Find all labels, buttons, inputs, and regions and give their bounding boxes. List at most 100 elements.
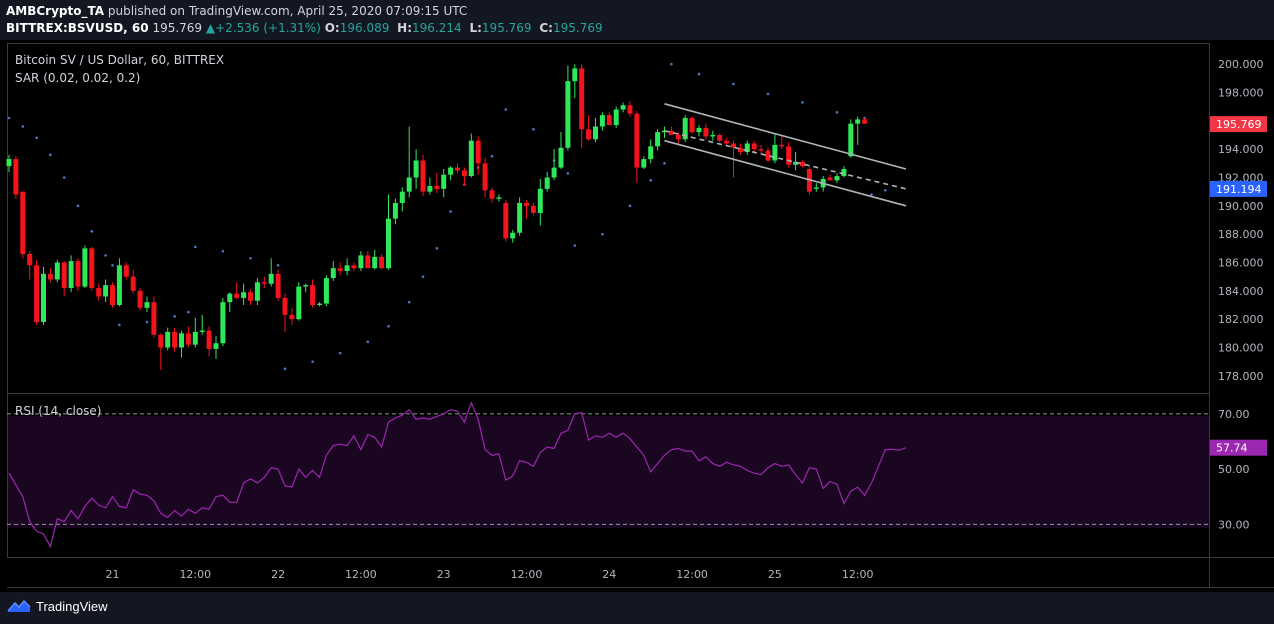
candle-body-80 [558, 147, 564, 168]
candle-body-70 [489, 190, 495, 199]
candle-body-92 [641, 159, 647, 168]
time-tick-3: 12:00 [345, 568, 377, 581]
price-tags: 195.769 191.194 57.74 [1210, 116, 1267, 456]
price-tick-180: 180.000 [1218, 342, 1264, 355]
candle-body-94 [655, 132, 661, 147]
candle-body-26 [185, 333, 191, 345]
candle-body-14 [103, 285, 109, 297]
candle-body-99 [689, 118, 695, 133]
candle-body-97 [675, 135, 681, 140]
price-chart[interactable]: 178.000 180.000 182.000 184.000 186.000 188.0… [0, 40, 1274, 592]
price-tick-194: 194.000 [1218, 143, 1264, 156]
price-tick-186: 186.000 [1218, 257, 1264, 270]
sar-dot-19 [338, 351, 342, 355]
candle-body-20 [144, 302, 150, 308]
candle-body-6 [47, 273, 53, 280]
candle-body-76 [530, 205, 536, 213]
candle-body-45 [317, 303, 322, 305]
candle-body-101 [703, 127, 709, 137]
time-tick-5: 12:00 [511, 568, 543, 581]
candle-body-106 [737, 147, 743, 152]
candle-body-73 [510, 232, 516, 239]
descending-channel[interactable] [664, 103, 907, 207]
candle-body-119 [827, 177, 833, 181]
candle-body-108 [751, 143, 757, 150]
candle-body-59 [413, 160, 419, 178]
candle-body-22 [158, 334, 164, 348]
sar-dot-16 [276, 264, 280, 267]
sar-dot-34 [601, 232, 604, 236]
symbol-line: BITTREX:BSVUSD, 60 195.769 ▲+2.536 (+1.3… [6, 20, 607, 37]
open-label: O: [324, 21, 340, 35]
candle-body-11 [82, 248, 88, 287]
sar-dot-30 [532, 128, 535, 131]
candle-body-51 [358, 255, 364, 269]
candle-body-7 [54, 262, 60, 280]
close-label: C: [539, 21, 553, 35]
low-label: L: [469, 21, 482, 35]
candle-body-114 [793, 161, 799, 165]
sar-dot-36 [649, 179, 652, 182]
price-tick-188: 188.000 [1218, 228, 1264, 241]
close-value: 195.769 [552, 21, 603, 35]
candle-body-90 [627, 105, 633, 114]
candle-body-66 [461, 170, 467, 177]
channel-lower-line [664, 139, 907, 207]
candle-body-27 [192, 331, 198, 345]
candle-body-103 [717, 135, 723, 141]
sar-dots [7, 62, 887, 371]
candle-body-74 [517, 203, 523, 233]
candle-body-86 [599, 115, 605, 127]
candle-body-54 [379, 256, 385, 269]
candle-body-3 [27, 254, 33, 266]
tradingview-brand[interactable]: TradingView [7, 598, 108, 614]
legend-title: Bitcoin SV / US Dollar, 60, BITTREX [15, 53, 224, 67]
candle-body-4 [34, 265, 40, 322]
rsi-axis[interactable]: 30.00 50.00 70.00 [1218, 408, 1250, 532]
candle-body-79 [551, 167, 557, 178]
sar-dot-0 [7, 116, 11, 120]
sar-dot-28 [490, 154, 494, 158]
candle-body-55 [386, 218, 391, 269]
symbol-label[interactable]: BITTREX:BSVUSD, 60 [6, 21, 149, 35]
sar-dot-15 [249, 256, 252, 260]
candle-body-105 [731, 143, 736, 148]
sar-dot-33 [573, 244, 577, 247]
candle-body-82 [572, 68, 578, 82]
candle-body-30 [213, 343, 219, 349]
candle-body-43 [303, 285, 309, 287]
price-tick-200: 200.000 [1218, 58, 1264, 71]
sar-dot-37 [663, 162, 666, 165]
candle-body-124 [862, 119, 868, 124]
candle-body-1 [13, 159, 19, 195]
candle-body-81 [565, 81, 571, 148]
low-value: 195.769 [481, 21, 532, 35]
price-tag-1: 191.194 [1216, 183, 1262, 196]
time-axis[interactable]: 21 12:00 22 12:00 23 12:00 24 12:00 25 12:00 [106, 568, 874, 581]
candle-body-113 [786, 146, 792, 165]
candle-body-87 [606, 115, 612, 126]
time-tick-8: 25 [768, 568, 782, 581]
candle-body-37 [261, 282, 267, 284]
candle-body-63 [441, 174, 447, 189]
rsi-series [8, 401, 907, 549]
candle-body-109 [758, 149, 764, 151]
candle-body-40 [282, 297, 288, 315]
candle-body-16 [116, 265, 122, 305]
candle-body-39 [275, 273, 281, 298]
candle-body-53 [372, 256, 378, 269]
candle-body-56 [392, 203, 398, 219]
author-name[interactable]: AMBCrypto_TA [6, 4, 105, 18]
candle-body-62 [434, 186, 440, 189]
candle-body-38 [268, 273, 274, 284]
sar-dot-13 [194, 245, 197, 249]
candle-body-98 [682, 118, 688, 140]
time-tick-6: 24 [602, 568, 616, 581]
candle-body-35 [248, 292, 253, 301]
up-arrow-icon: ▲ [205, 21, 216, 35]
time-tick-1: 12:00 [179, 568, 211, 581]
sar-dot-6 [90, 230, 94, 233]
candle-body-9 [68, 261, 74, 288]
candle-body-21 [151, 302, 157, 335]
candle-body-111 [772, 144, 778, 161]
